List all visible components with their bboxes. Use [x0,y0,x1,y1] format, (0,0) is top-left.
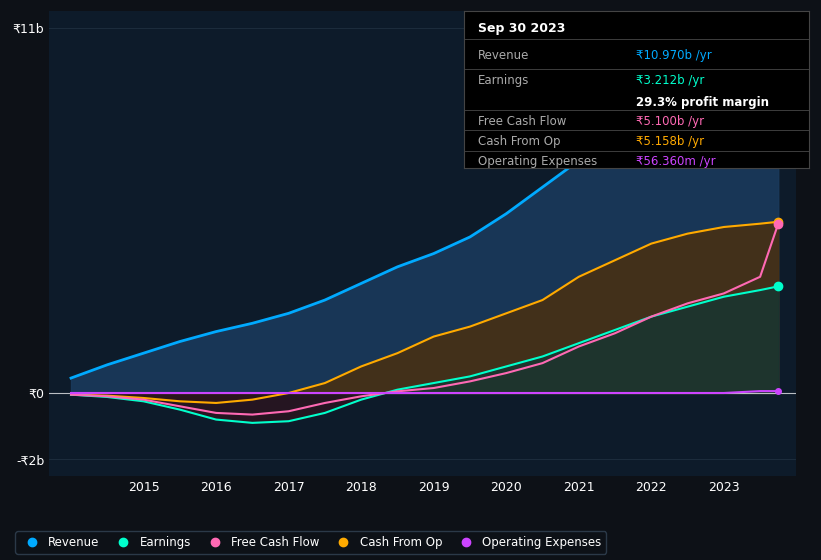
Text: ₹56.360m /yr: ₹56.360m /yr [636,156,716,169]
Text: ₹5.158b /yr: ₹5.158b /yr [636,135,704,148]
Legend: Revenue, Earnings, Free Cash Flow, Cash From Op, Operating Expenses: Revenue, Earnings, Free Cash Flow, Cash … [15,531,607,554]
Text: Sep 30 2023: Sep 30 2023 [478,22,565,35]
Text: Operating Expenses: Operating Expenses [478,156,597,169]
Text: Earnings: Earnings [478,74,529,87]
Text: ₹3.212b /yr: ₹3.212b /yr [636,74,704,87]
Text: Free Cash Flow: Free Cash Flow [478,115,566,128]
Text: Revenue: Revenue [478,49,529,62]
Text: ₹10.970b /yr: ₹10.970b /yr [636,49,712,62]
Text: Cash From Op: Cash From Op [478,135,560,148]
Text: ₹5.100b /yr: ₹5.100b /yr [636,115,704,128]
Text: 29.3% profit margin: 29.3% profit margin [636,96,769,109]
